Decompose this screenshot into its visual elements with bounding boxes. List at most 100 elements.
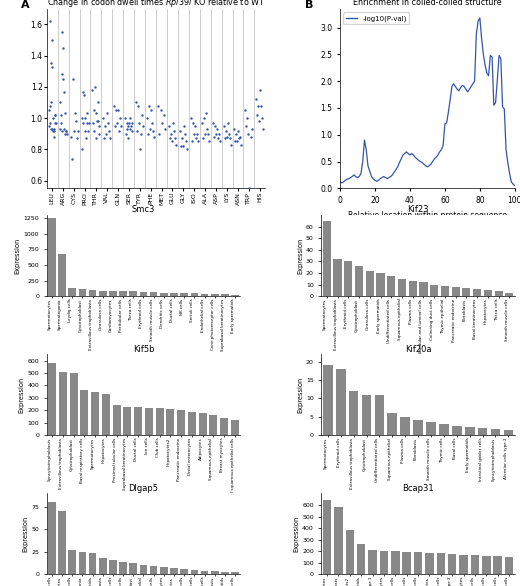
Point (179, 141, 187, 151)
Bar (220, 418, 228, 435)
Point (233, 137, 242, 146)
Point (60, 124, 69, 134)
Point (51, 118, 60, 127)
Point (145, 101, 153, 110)
Bar (201, 571, 209, 574)
Y-axis label: Expression: Expression (297, 237, 303, 274)
Point (105, 126, 113, 135)
Point (203, 124, 211, 134)
Point (91, 82, 99, 91)
Bar (140, 565, 147, 574)
Bar (140, 292, 147, 296)
Point (231, 137, 240, 146)
Point (246, 227, 255, 237)
Point (83, 118, 92, 127)
Point (178, 134, 186, 143)
Point (203, 129, 212, 138)
Point (167, 129, 175, 138)
Bar (402, 552, 411, 574)
Point (214, 134, 222, 143)
Bar (81, 390, 88, 435)
Point (113, 118, 122, 127)
Point (252, 95, 261, 104)
Bar (160, 567, 167, 574)
Point (45, 121, 53, 131)
Bar (190, 570, 198, 574)
Bar (471, 555, 479, 574)
Point (81, 126, 89, 135)
Point (47, 124, 55, 134)
Point (199, 134, 207, 143)
Point (126, 113, 135, 122)
Bar (387, 413, 397, 435)
Point (104, 118, 112, 127)
Bar (211, 571, 218, 574)
Point (46, 16, 55, 26)
Y-axis label: Expression: Expression (15, 237, 21, 274)
Point (101, 121, 110, 131)
Bar (180, 569, 188, 574)
Title: Enrichment in coiled-coiled structure: Enrichment in coiled-coiled structure (353, 0, 502, 6)
Point (137, 129, 145, 138)
Title: Kif20a: Kif20a (405, 345, 432, 353)
Bar (231, 420, 239, 435)
Point (198, 118, 206, 127)
Bar (170, 293, 178, 296)
Point (115, 126, 123, 135)
Bar (376, 273, 384, 296)
Point (92, 108, 100, 118)
Point (49, 132, 58, 141)
Point (258, 113, 266, 122)
Point (181, 137, 190, 146)
Point (83, 108, 91, 118)
Point (51, 110, 60, 120)
Bar (482, 556, 491, 574)
Point (220, 134, 229, 143)
Point (146, 124, 154, 134)
Point (51, 118, 59, 127)
Bar (465, 427, 475, 435)
Bar (452, 287, 460, 296)
Point (78, 145, 86, 154)
Point (103, 108, 112, 118)
Bar (177, 410, 185, 435)
Point (155, 129, 164, 138)
Point (157, 105, 165, 115)
Point (243, 113, 252, 122)
Bar (150, 292, 158, 296)
Point (47, 35, 56, 45)
Text: B: B (305, 0, 314, 10)
Point (256, 86, 265, 95)
Point (253, 110, 262, 120)
Bar (58, 512, 66, 574)
Bar (91, 392, 99, 435)
Point (88, 86, 97, 95)
Point (49, 126, 57, 135)
Point (190, 129, 198, 138)
Point (255, 117, 264, 126)
Point (80, 90, 88, 100)
Point (127, 121, 135, 131)
Point (125, 124, 134, 134)
Bar (355, 266, 363, 296)
Y-axis label: Expression: Expression (22, 516, 29, 552)
Point (62, 129, 71, 138)
Point (122, 118, 131, 127)
Point (254, 101, 263, 110)
Point (215, 137, 224, 146)
Title: Change in codon dwell times $\it{Rpl39l}$ KO relative to WT: Change in codon dwell times $\it{Rpl39l}… (47, 0, 265, 9)
Bar (231, 572, 239, 574)
Bar (398, 279, 406, 296)
Bar (493, 556, 502, 574)
Point (62, 126, 70, 135)
Bar (491, 428, 500, 435)
Point (59, 43, 68, 53)
Point (56, 124, 64, 134)
Point (171, 134, 179, 143)
Point (73, 126, 82, 135)
Bar (503, 430, 513, 435)
Bar (357, 544, 366, 574)
Point (90, 126, 98, 135)
Point (225, 134, 233, 143)
Bar (123, 407, 132, 435)
